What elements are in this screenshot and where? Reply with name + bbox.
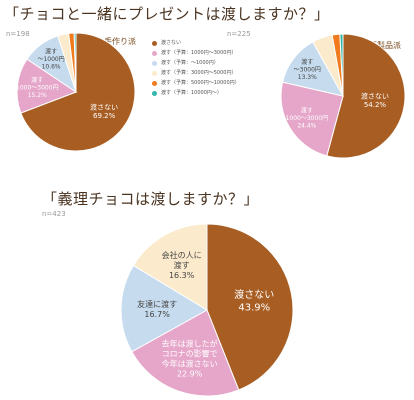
sample-size-readymade: n=225	[227, 30, 251, 38]
group-label-readymade: 既製品派	[369, 41, 401, 50]
slice-label-line: 10.6%	[42, 64, 61, 71]
slice-label: 会社の人に渡す 16.3%	[162, 250, 202, 280]
slice-label: 渡さない 69.2%	[90, 102, 118, 120]
legend-item-over-10000: 渡す（予算：10000円〜）	[152, 88, 240, 98]
slice-label: 渡さない 54.2%	[361, 91, 389, 109]
legend-label: 渡す（予算：〜1000円）	[161, 60, 219, 66]
pie-slice	[131, 309, 240, 397]
slice-label-line: 16.3%	[169, 271, 195, 280]
slice-label: 渡す 1000〜3000円 15.2%	[16, 76, 59, 99]
legend-swatch	[152, 70, 157, 76]
legend-label: 渡す（予算：3000円〜5000円）	[161, 70, 237, 76]
slice-label-line: 渡さない	[234, 288, 274, 301]
slice-label-line: 会社の人に	[162, 250, 202, 260]
slice-label-line: 去年は渡したが	[162, 338, 218, 348]
slice-label-line: 今年は渡さない	[162, 358, 218, 368]
slice-label-line: 43.9%	[238, 303, 270, 314]
slice-label-line: 〜3000円	[294, 66, 321, 73]
pie-slice	[280, 81, 344, 157]
pie-slice	[206, 223, 294, 391]
legend-swatch	[152, 50, 157, 56]
legend-swatch	[152, 40, 157, 46]
slice-label: 渡す〜1000円 10.6%	[37, 48, 64, 71]
legend-label: 渡す（予算：10000円〜）	[161, 90, 222, 96]
legend-swatch	[152, 80, 157, 86]
legend-label: 渡す（予算：5000円〜10000円）	[161, 80, 240, 86]
legend-item-5000-10000: 渡す（予算：5000円〜10000円）	[152, 78, 240, 88]
slice-label-line: 22.9%	[177, 369, 203, 378]
slice-label: 渡す〜3000円 13.3%	[294, 58, 321, 81]
legend-item-under-1000: 渡す（予算：〜1000円）	[152, 58, 240, 68]
legend-swatch	[152, 90, 157, 96]
slice-label-line: 渡す	[31, 76, 43, 84]
legend-item-3000-5000: 渡す（予算：3000円〜5000円）	[152, 68, 240, 78]
slice-label-line: 1000〜3000円	[16, 85, 59, 92]
pie-slice	[326, 33, 406, 159]
chart-title-gift: 「チョコと一緒にプレゼントは渡しますか？」	[4, 5, 330, 23]
slice-label-line: 13.3%	[298, 74, 317, 81]
slice-label: 渡さない 43.9%	[234, 288, 274, 314]
sample-size-giri: n=423	[42, 210, 66, 218]
slice-label-line: 渡す	[45, 48, 57, 56]
pie-slice	[120, 264, 208, 353]
slice-label-line: 友達に渡す	[137, 299, 177, 309]
slice-label: 渡す 1000〜3000円 24.4%	[286, 106, 329, 129]
legend-item-1000-3000: 渡す（予算：1000円〜3000円）	[152, 48, 240, 58]
legend-swatch	[152, 60, 157, 66]
slice-label-line: 渡す	[174, 260, 190, 270]
slice-label-line: 54.2%	[364, 101, 387, 109]
legend-label: 渡さない	[161, 40, 182, 46]
legend: 渡さない 渡す（予算：1000円〜3000円） 渡す（予算：〜1000円） 渡す…	[152, 38, 240, 98]
slice-label-line: 渡す	[301, 106, 313, 114]
pie-slice	[339, 33, 344, 97]
chart-title-giri: 「義理チョコは渡しますか？」	[42, 190, 260, 208]
slice-label-line: 15.2%	[28, 92, 47, 99]
slice-label-line: コロナの影響で	[162, 348, 218, 358]
slice-label: 友達に渡す 16.7%	[137, 299, 177, 319]
slice-label-line: 渡す	[301, 58, 313, 66]
sample-size-handmade: n=198	[6, 30, 30, 38]
slice-label-line: 渡さない	[90, 102, 118, 111]
pie-slice	[20, 32, 136, 152]
pie-slice	[16, 58, 78, 114]
slice-label-line: 69.2%	[93, 112, 116, 120]
legend-item-no: 渡さない	[152, 38, 240, 48]
pie-slice	[132, 223, 208, 311]
slice-label: 去年は渡したがコロナの影響で今年は渡さない 22.9%	[162, 338, 218, 378]
pie-slice	[73, 32, 77, 93]
slice-label-line: 〜1000円	[37, 56, 64, 63]
slice-label-line: 24.4%	[297, 122, 316, 129]
slice-label-line: 16.7%	[144, 310, 170, 319]
slice-label-line: 渡さない	[361, 91, 389, 100]
slice-label-line: 1000〜3000円	[286, 115, 329, 122]
group-label-handmade: 手作り派	[104, 37, 136, 46]
legend-label: 渡す（予算：1000円〜3000円）	[161, 50, 237, 56]
